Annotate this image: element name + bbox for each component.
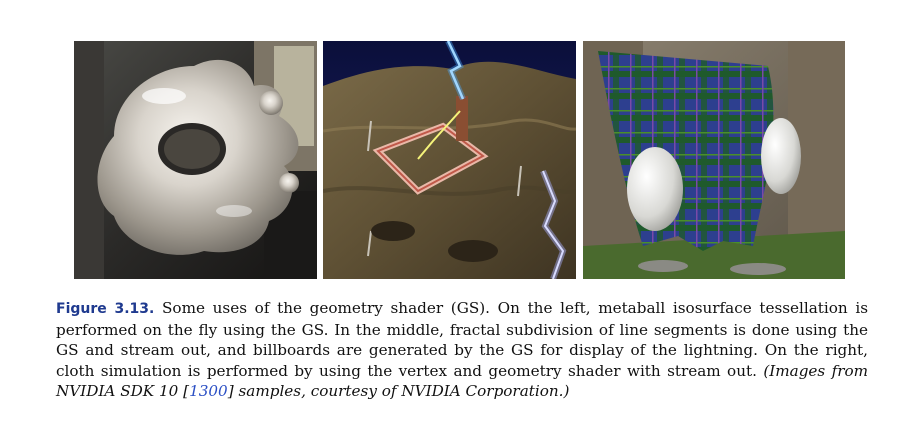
figure-caption: Figure 3.13. Some uses of the geometry s… bbox=[56, 298, 868, 402]
caption-text: Some uses of the geometry shader (GS). O… bbox=[56, 299, 869, 380]
cloth-simulation-image bbox=[583, 41, 845, 279]
image-credit: (Images from NVIDIA SDK 10 [1300] sample… bbox=[56, 362, 868, 401]
credit-prefix: (Images from NVIDIA SDK 10 [ bbox=[56, 361, 869, 401]
fractal-lightning-image bbox=[323, 41, 576, 279]
figure-label: Figure 3.13. bbox=[56, 301, 155, 317]
reference-link[interactable]: 1300 bbox=[189, 382, 228, 400]
metaball-image bbox=[74, 41, 317, 279]
credit-suffix: ] samples, courtesy of NVIDIA Corporatio… bbox=[227, 382, 570, 400]
